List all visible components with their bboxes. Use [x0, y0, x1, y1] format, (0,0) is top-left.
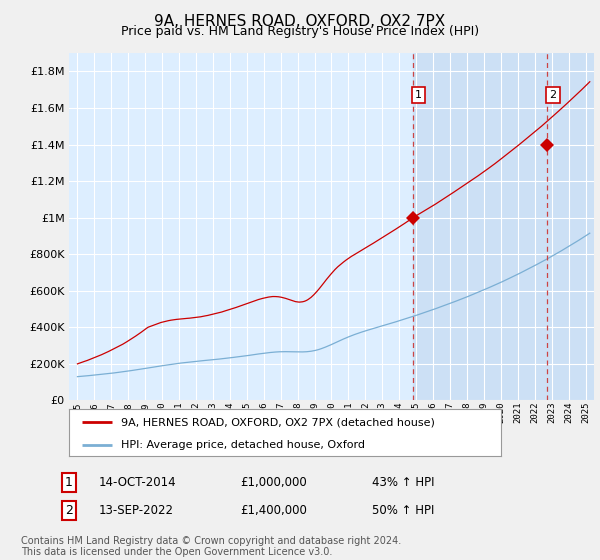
Text: 50% ↑ HPI: 50% ↑ HPI	[372, 504, 434, 517]
Text: 43% ↑ HPI: 43% ↑ HPI	[372, 476, 434, 489]
Text: 9A, HERNES ROAD, OXFORD, OX2 7PX: 9A, HERNES ROAD, OXFORD, OX2 7PX	[154, 14, 446, 29]
Text: 1: 1	[65, 476, 73, 489]
Text: 2: 2	[65, 504, 73, 517]
Text: 2: 2	[549, 90, 556, 100]
Text: 13-SEP-2022: 13-SEP-2022	[99, 504, 174, 517]
Bar	[413, 53, 594, 400]
Text: 1: 1	[415, 90, 422, 100]
Text: Contains HM Land Registry data © Crown copyright and database right 2024.
This d: Contains HM Land Registry data © Crown c…	[21, 535, 401, 557]
Text: £1,000,000: £1,000,000	[240, 476, 307, 489]
Text: HPI: Average price, detached house, Oxford: HPI: Average price, detached house, Oxfo…	[121, 440, 365, 450]
Text: 14-OCT-2014: 14-OCT-2014	[99, 476, 176, 489]
Text: 9A, HERNES ROAD, OXFORD, OX2 7PX (detached house): 9A, HERNES ROAD, OXFORD, OX2 7PX (detach…	[121, 417, 435, 427]
Text: Price paid vs. HM Land Registry's House Price Index (HPI): Price paid vs. HM Land Registry's House …	[121, 25, 479, 38]
Text: £1,400,000: £1,400,000	[240, 504, 307, 517]
